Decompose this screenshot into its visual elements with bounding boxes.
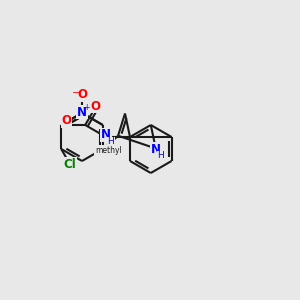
Text: O: O xyxy=(77,88,87,101)
Text: methyl: methyl xyxy=(95,146,122,155)
Text: N: N xyxy=(77,106,87,118)
Text: +: + xyxy=(83,103,89,112)
Text: O: O xyxy=(61,115,71,128)
Text: N: N xyxy=(151,143,161,156)
Text: −: − xyxy=(72,88,80,98)
Text: O: O xyxy=(90,100,100,113)
Text: N: N xyxy=(101,128,111,142)
Text: Cl: Cl xyxy=(63,158,76,171)
Text: H: H xyxy=(108,137,114,146)
Text: H: H xyxy=(158,151,164,160)
